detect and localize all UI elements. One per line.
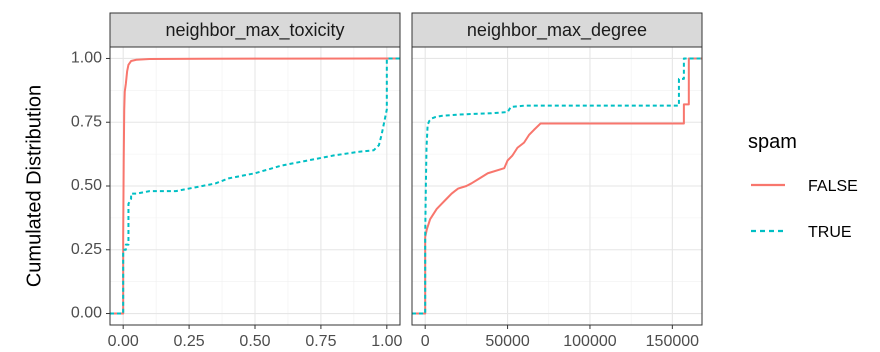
legend-entry-true: TRUE bbox=[751, 224, 852, 241]
panel-border bbox=[411, 46, 703, 326]
panel-neighbor-max-toxicity: neighbor_max_toxicity 0.00 0.25 0.50 0.75 1.0… bbox=[71, 12, 402, 350]
x-tick-label: 0.25 bbox=[174, 333, 205, 350]
x-tick-label: 0.00 bbox=[108, 333, 139, 350]
legend-title: spam bbox=[748, 131, 797, 153]
x-tick-label: 150000 bbox=[646, 333, 699, 350]
x-tick-label: 0.75 bbox=[305, 333, 336, 350]
series-line-true bbox=[412, 57, 702, 315]
x-tick-label: 50000 bbox=[485, 333, 530, 350]
y-tick-label: 0.50 bbox=[71, 177, 102, 194]
legend-label-true: TRUE bbox=[808, 224, 852, 241]
series-line-true bbox=[110, 57, 400, 315]
y-axis-title: Cumulated Distribution bbox=[23, 85, 45, 287]
y-tick-label: 0.00 bbox=[71, 305, 102, 322]
y-tick-label: 1.00 bbox=[71, 50, 102, 67]
x-tick-label: 0 bbox=[421, 333, 430, 350]
legend: spam FALSE TRUE bbox=[748, 131, 858, 241]
facet-strip-label: neighbor_max_toxicity bbox=[165, 20, 344, 41]
x-tick-label: 100000 bbox=[563, 333, 616, 350]
legend-entry-false: FALSE bbox=[751, 178, 858, 195]
x-tick-label: 1.00 bbox=[371, 333, 402, 350]
series-line-false bbox=[412, 57, 702, 315]
legend-label-false: FALSE bbox=[808, 178, 858, 195]
y-tick-label: 0.25 bbox=[71, 241, 102, 258]
facet-strip bbox=[411, 12, 703, 48]
series-line-false bbox=[110, 57, 400, 315]
gridlines bbox=[110, 47, 400, 325]
facet-strip-label: neighbor_max_degree bbox=[467, 20, 647, 41]
facet-strip bbox=[109, 12, 401, 48]
y-tick-label: 0.75 bbox=[71, 113, 102, 130]
panel-neighbor-max-degree: neighbor_max_degree 0 50000 100000 150000 bbox=[411, 12, 703, 350]
x-tick-label: 0.50 bbox=[239, 333, 270, 350]
